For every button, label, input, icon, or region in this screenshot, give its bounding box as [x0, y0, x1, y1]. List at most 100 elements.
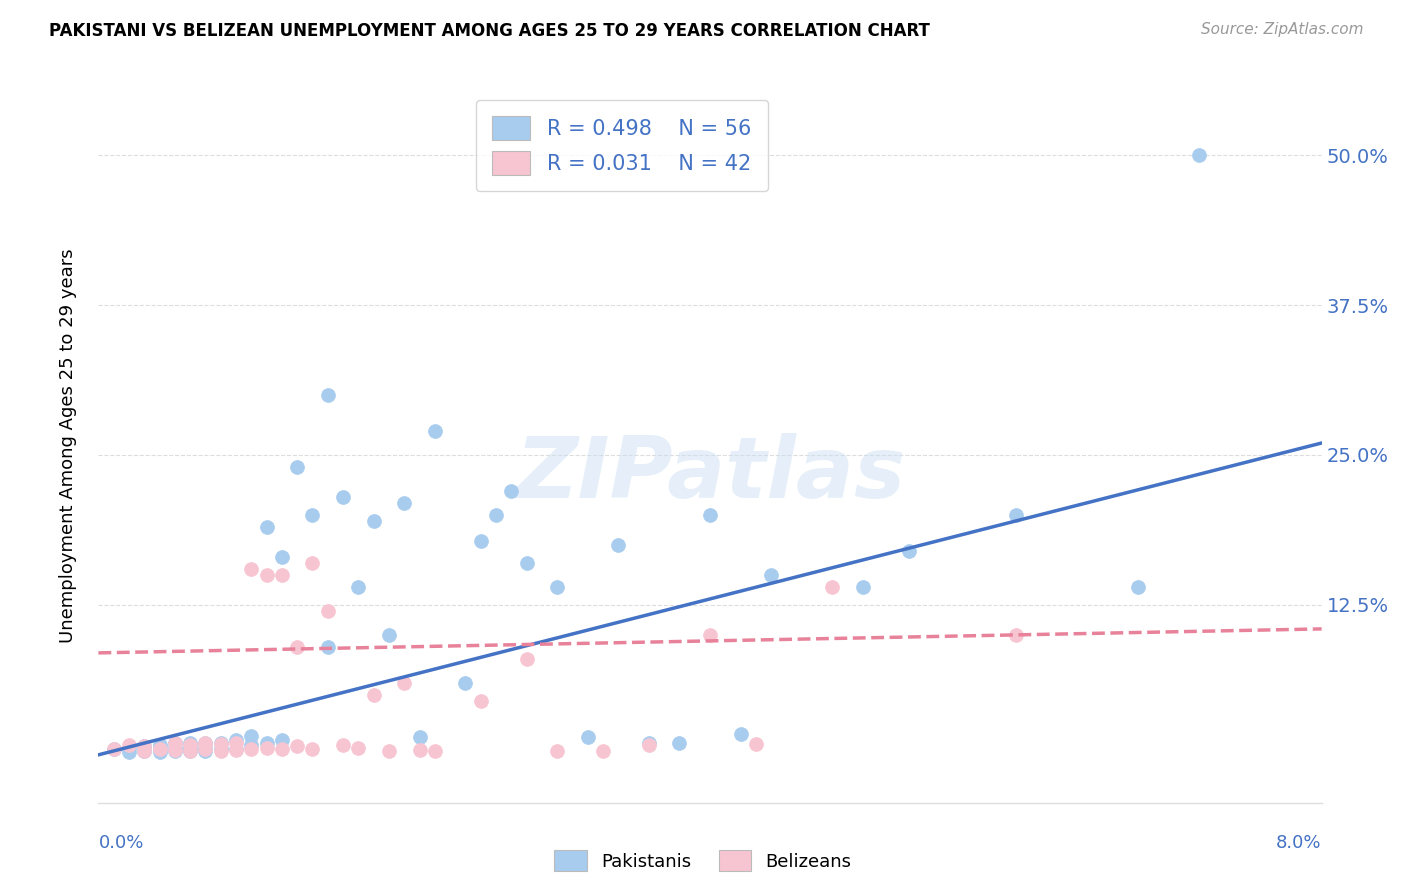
Point	[256, 740, 278, 755]
Point	[285, 460, 308, 475]
Point	[576, 730, 599, 744]
Point	[118, 740, 141, 755]
Point	[194, 744, 217, 758]
Text: ZIPatlas: ZIPatlas	[515, 433, 905, 516]
Point	[378, 744, 401, 758]
Point	[392, 496, 416, 510]
Point	[485, 508, 508, 522]
Point	[637, 738, 661, 752]
Point	[470, 694, 492, 708]
Point	[301, 741, 323, 756]
Point	[134, 744, 156, 758]
Text: 8.0%: 8.0%	[1277, 834, 1322, 852]
Point	[163, 736, 186, 750]
Point	[118, 746, 141, 760]
Point	[285, 640, 308, 654]
Point	[163, 744, 186, 758]
Point	[408, 730, 430, 744]
Point	[897, 544, 920, 558]
Point	[240, 738, 263, 752]
Point	[194, 741, 217, 756]
Point	[285, 739, 308, 754]
Point	[225, 741, 247, 756]
Point	[149, 746, 172, 760]
Point	[163, 743, 186, 757]
Point	[301, 556, 323, 570]
Point	[270, 741, 294, 756]
Point	[607, 538, 630, 552]
Point	[423, 424, 446, 438]
Point	[516, 652, 538, 666]
Point	[821, 580, 844, 594]
Point	[1188, 148, 1211, 162]
Point	[194, 736, 217, 750]
Point	[699, 508, 721, 522]
Point	[1004, 508, 1026, 522]
Point	[179, 740, 201, 755]
Point	[454, 676, 477, 690]
Point	[256, 520, 278, 534]
Text: 0.0%: 0.0%	[98, 834, 143, 852]
Point	[301, 508, 323, 522]
Point	[408, 743, 430, 757]
Point	[392, 676, 416, 690]
Point	[240, 562, 263, 576]
Legend: Pakistanis, Belizeans: Pakistanis, Belizeans	[547, 843, 859, 879]
Point	[118, 738, 141, 752]
Text: PAKISTANI VS BELIZEAN UNEMPLOYMENT AMONG AGES 25 TO 29 YEARS CORRELATION CHART: PAKISTANI VS BELIZEAN UNEMPLOYMENT AMONG…	[49, 22, 931, 40]
Point	[179, 738, 201, 752]
Point	[194, 740, 217, 755]
Point	[546, 580, 568, 594]
Point	[378, 628, 401, 642]
Point	[316, 604, 339, 618]
Point	[470, 534, 492, 549]
Y-axis label: Unemployment Among Ages 25 to 29 years: Unemployment Among Ages 25 to 29 years	[59, 249, 77, 643]
Point	[256, 736, 278, 750]
Point	[423, 744, 446, 758]
Point	[134, 739, 156, 754]
Point	[256, 568, 278, 582]
Point	[240, 729, 263, 743]
Point	[194, 736, 217, 750]
Point	[270, 549, 294, 564]
Point	[332, 738, 354, 752]
Point	[225, 736, 247, 750]
Point	[270, 568, 294, 582]
Point	[852, 580, 875, 594]
Point	[699, 628, 721, 642]
Legend: R = 0.498    N = 56, R = 0.031    N = 42: R = 0.498 N = 56, R = 0.031 N = 42	[475, 100, 768, 192]
Point	[363, 514, 385, 528]
Point	[134, 739, 156, 754]
Point	[209, 741, 232, 756]
Point	[149, 738, 172, 752]
Point	[179, 744, 201, 758]
Point	[668, 736, 690, 750]
Point	[501, 483, 523, 498]
Point	[363, 688, 385, 702]
Point	[149, 741, 172, 756]
Point	[516, 556, 538, 570]
Point	[637, 736, 661, 750]
Point	[316, 640, 339, 654]
Point	[209, 737, 232, 751]
Point	[225, 733, 247, 747]
Point	[745, 737, 768, 751]
Point	[209, 744, 232, 758]
Point	[270, 733, 294, 747]
Point	[179, 744, 201, 758]
Point	[103, 741, 125, 756]
Point	[730, 727, 752, 741]
Point	[316, 388, 339, 402]
Point	[546, 744, 568, 758]
Point	[103, 741, 125, 756]
Point	[179, 736, 201, 750]
Point	[134, 744, 156, 758]
Point	[1128, 580, 1150, 594]
Point	[163, 736, 186, 750]
Point	[209, 736, 232, 750]
Point	[759, 568, 782, 582]
Point	[163, 740, 186, 755]
Point	[592, 744, 614, 758]
Point	[149, 741, 172, 756]
Point	[347, 580, 370, 594]
